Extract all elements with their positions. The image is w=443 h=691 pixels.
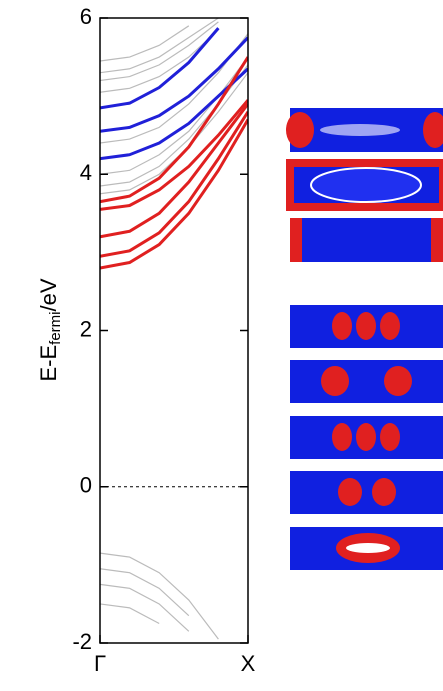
inset [290, 527, 443, 570]
inset [290, 218, 443, 262]
inset [290, 360, 443, 403]
band-line [100, 568, 190, 617]
band-line [100, 99, 248, 211]
band-line [100, 36, 248, 133]
y-tick-label: 0 [80, 473, 92, 498]
band-line [100, 583, 190, 632]
inset [290, 471, 443, 514]
band-line [100, 118, 248, 270]
band-line [100, 110, 248, 258]
y-tick-label: -2 [72, 629, 92, 654]
x-tick-label: Γ [94, 651, 106, 676]
x-tick-label: X [241, 651, 256, 676]
y-tick-label: 2 [80, 316, 92, 341]
plot-area [100, 18, 248, 640]
y-axis-label: E-Efermi/eV [36, 278, 64, 381]
band-line [100, 552, 219, 640]
band-line [100, 603, 160, 624]
y-tick-label: 6 [80, 4, 92, 29]
band-line [100, 56, 248, 204]
y-tick-label: 4 [80, 160, 92, 185]
band-line [100, 21, 219, 82]
band-line [100, 103, 248, 239]
inset [286, 108, 443, 152]
band-line [100, 27, 220, 110]
band-line [100, 25, 190, 62]
inset [290, 416, 443, 459]
inset [286, 159, 443, 211]
band-line [100, 29, 219, 93]
inset [290, 305, 443, 348]
insets [286, 108, 443, 570]
band-line [100, 18, 219, 74]
band-line [100, 33, 248, 144]
band-line [100, 67, 248, 161]
plot-frame [99, 17, 249, 644]
